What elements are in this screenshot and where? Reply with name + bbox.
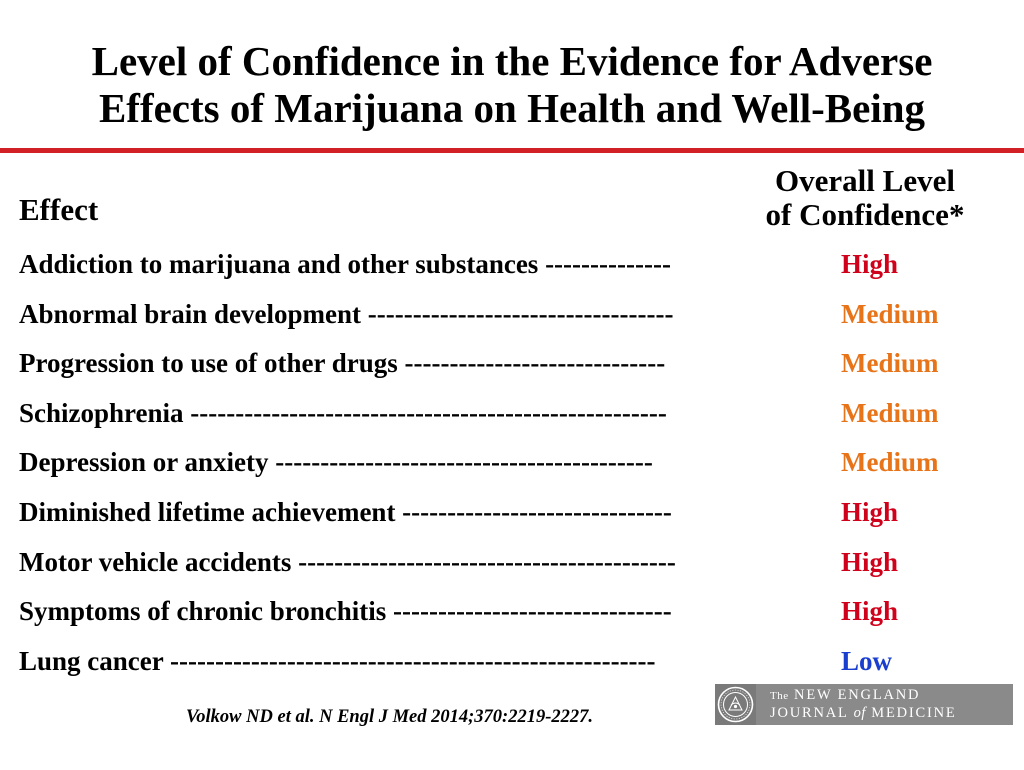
effect-label: Symptoms of chronic bronchitis ---------… bbox=[19, 596, 672, 627]
confidence-level: Medium bbox=[841, 447, 939, 478]
effect-label: Schizophrenia --------------------------… bbox=[19, 397, 667, 428]
citation: Volkow ND et al. N Engl J Med 2014;370:2… bbox=[186, 707, 593, 727]
table-row: Progression to use of other drugs ------… bbox=[19, 343, 1009, 393]
slide-title: Level of Confidence in the Evidence for … bbox=[0, 38, 1024, 132]
nejm-seal-icon bbox=[715, 684, 756, 725]
confidence-level: Low bbox=[841, 645, 893, 676]
table-row: Abnormal brain development -------------… bbox=[19, 294, 1009, 344]
nejm-logo: The NEW ENGLAND JOURNAL of MEDICINE bbox=[715, 684, 1013, 725]
confidence-level: Medium bbox=[841, 348, 939, 379]
confidence-header-line-1: Overall Level bbox=[775, 163, 955, 198]
confidence-level: Medium bbox=[841, 298, 939, 329]
table-row: Depression or anxiety ------------------… bbox=[19, 442, 1009, 492]
effect-label: Diminished lifetime achievement --------… bbox=[19, 496, 672, 527]
confidence-level: Medium bbox=[841, 397, 939, 428]
table-row: Motor vehicle accidents ----------------… bbox=[19, 542, 1009, 592]
table-row: Diminished lifetime achievement --------… bbox=[19, 492, 1009, 542]
nejm-wordmark: The NEW ENGLAND JOURNAL of MEDICINE bbox=[770, 687, 957, 721]
effects-table: Addiction to marijuana and other substan… bbox=[19, 244, 1009, 690]
effect-label: Lung cancer ----------------------------… bbox=[19, 645, 656, 676]
slide-title-line-1: Level of Confidence in the Evidence for … bbox=[91, 38, 933, 84]
effect-label: Motor vehicle accidents ----------------… bbox=[19, 546, 676, 577]
confidence-column-header: Overall Level of Confidence* bbox=[740, 164, 990, 232]
confidence-level: High bbox=[841, 496, 899, 527]
effect-column-header: Effect bbox=[19, 192, 99, 227]
confidence-level: High bbox=[841, 546, 899, 577]
title-divider bbox=[0, 148, 1024, 153]
confidence-level: High bbox=[841, 596, 899, 627]
effect-label: Progression to use of other drugs ------… bbox=[19, 348, 666, 379]
effect-label: Depression or anxiety ------------------… bbox=[19, 447, 653, 478]
table-row: Schizophrenia --------------------------… bbox=[19, 393, 1009, 443]
confidence-level: High bbox=[841, 249, 899, 279]
table-row: Addiction to marijuana and other substan… bbox=[19, 244, 1009, 294]
confidence-header-line-2: of Confidence* bbox=[765, 197, 965, 232]
effect-label: Abnormal brain development -------------… bbox=[19, 298, 674, 329]
table-row: Symptoms of chronic bronchitis ---------… bbox=[19, 591, 1009, 641]
slide-title-line-2: Effects of Marijuana on Health and Well-… bbox=[98, 85, 926, 131]
effect-label: Addiction to marijuana and other substan… bbox=[19, 249, 671, 279]
table-row: Lung cancer ----------------------------… bbox=[19, 641, 1009, 691]
